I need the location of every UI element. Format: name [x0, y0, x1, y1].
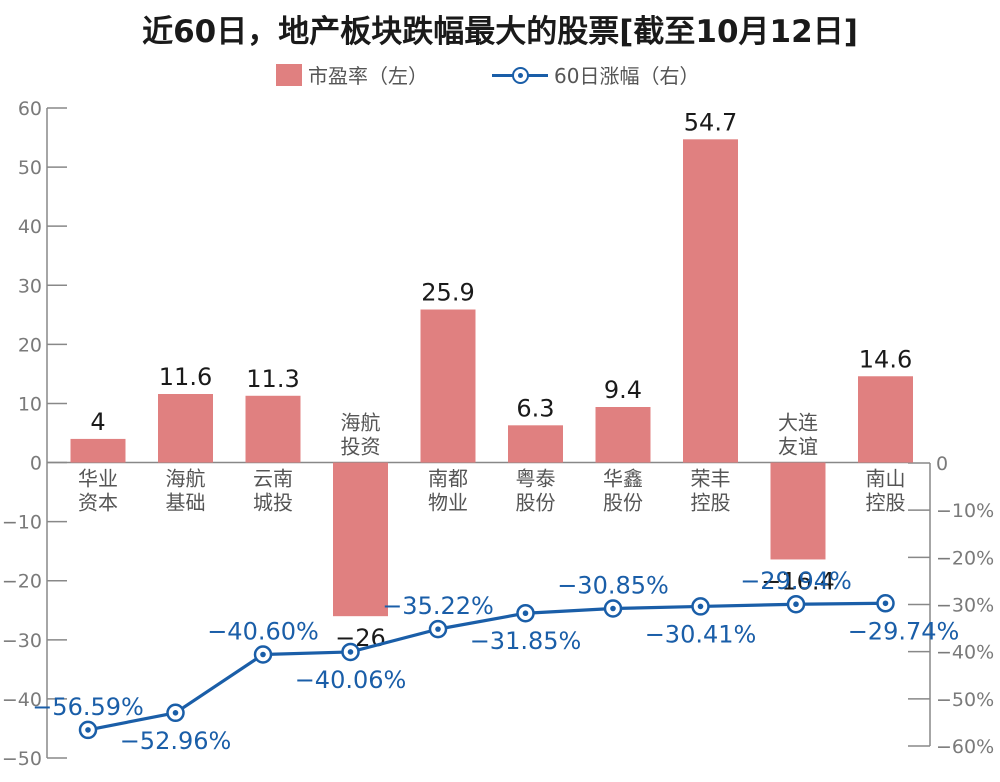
category-label: 城投 — [253, 491, 293, 515]
pe-bar — [420, 309, 476, 463]
category-label: 基础 — [166, 491, 206, 515]
left-axis-tick-label: 0 — [30, 453, 42, 475]
pe-value-label: 9.4 — [604, 376, 642, 404]
change-value-label: −31.85% — [470, 627, 582, 655]
pe-bar — [158, 394, 213, 463]
pe-value-label: 11.3 — [246, 365, 299, 393]
right-axis-tick-label: −60% — [936, 736, 994, 758]
pe-bar — [683, 139, 738, 463]
right-axis-tick-label: −40% — [936, 642, 994, 664]
legend-line-marker-icon — [492, 64, 548, 86]
category-label: 海航 — [166, 467, 206, 491]
category-label: 华鑫 — [603, 467, 643, 491]
category-label: 南都 — [428, 467, 468, 491]
left-axis-tick-label: 20 — [18, 334, 42, 356]
left-axis-tick-label: 40 — [18, 216, 42, 238]
change-value-label: −40.06% — [295, 666, 407, 694]
left-axis-tick-label: −50 — [2, 748, 42, 770]
change-value-label: −29.94% — [740, 567, 852, 595]
left-axis-tick-label: −20 — [2, 571, 42, 593]
legend-item-change: 60日涨幅（右） — [492, 60, 699, 89]
change-point-dot — [882, 600, 889, 607]
category-label: 友谊 — [778, 435, 818, 459]
pe-bar — [333, 462, 388, 617]
legend-label-pe: 市盈率（左） — [308, 64, 428, 88]
change-point-dot — [793, 601, 799, 608]
pe-value-label: −16.4 — [761, 567, 835, 595]
pe-value-label: 14.6 — [859, 345, 912, 373]
change-point-dot — [347, 649, 354, 655]
change-point-dot — [435, 626, 441, 632]
chart-title: 近60日，地产板块跌幅最大的股票[截至10月12日] — [142, 14, 858, 50]
pe-value-label: 6.3 — [516, 394, 554, 422]
pe-bar — [858, 376, 913, 463]
legend-bar-swatch — [276, 63, 302, 86]
left-axis-tick-label: −10 — [2, 512, 42, 534]
right-axis-tick-label: −10% — [936, 500, 994, 522]
legend: 市盈率（左） 60日涨幅（右） — [0, 60, 1000, 94]
right-axis-tick-label: −20% — [936, 547, 994, 569]
pe-value-label: 4 — [90, 408, 105, 436]
left-axis-tick-label: 30 — [18, 275, 42, 297]
right-axis-tick-label: −30% — [936, 595, 994, 617]
legend-item-pe: 市盈率（左） — [276, 60, 428, 89]
change-point-dot — [172, 709, 179, 716]
category-label: 控股 — [866, 491, 906, 515]
category-label: 股份 — [603, 491, 643, 515]
left-axis-tick-label: 60 — [18, 98, 42, 120]
category-label: 荣丰 — [691, 467, 731, 491]
change-value-label: −30.41% — [645, 620, 757, 648]
change-point-dot — [697, 603, 704, 610]
category-label: 投资 — [341, 435, 381, 459]
category-label: 云南 — [253, 467, 293, 491]
left-axis-tick-label: 50 — [18, 157, 42, 179]
change-line — [87, 601, 886, 732]
change-point-dot — [85, 727, 91, 733]
category-label: 股份 — [516, 491, 556, 515]
legend-label-change: 60日涨幅（右） — [554, 64, 700, 88]
category-label: 海航 — [341, 411, 381, 435]
change-value-label: −40.60% — [207, 617, 319, 645]
change-value-label: −35.22% — [382, 592, 494, 620]
pe-value-label: 25.9 — [421, 279, 474, 307]
pe-bar — [70, 438, 126, 463]
change-value-label: −30.85% — [557, 572, 669, 600]
category-label: 物业 — [428, 491, 468, 515]
pe-value-label: 11.6 — [159, 363, 212, 391]
left-axis-tick-label: 10 — [18, 393, 42, 415]
pe-value-label: 54.7 — [684, 108, 737, 136]
pe-bar — [770, 462, 826, 560]
category-label: 大连 — [778, 411, 818, 435]
category-label: 华业 — [78, 467, 118, 491]
change-point-dot — [610, 605, 616, 612]
change-value-label: −29.74% — [848, 617, 960, 645]
category-label: 粤泰 — [516, 467, 556, 491]
left-axis-tick-label: −40 — [2, 689, 42, 711]
change-value-label: −52.96% — [120, 727, 232, 755]
change-value-label: −56.59% — [32, 693, 144, 721]
category-label: 南山 — [866, 467, 906, 491]
right-axis-tick-label: −50% — [936, 689, 994, 711]
left-axis-tick-label: −30 — [2, 630, 42, 652]
category-label: 资本 — [78, 491, 118, 515]
pe-bar — [245, 395, 301, 463]
right-axis-tick-label: 0 — [936, 453, 948, 475]
pe-bar — [508, 425, 563, 463]
pe-bar — [595, 407, 651, 463]
change-point-dot — [522, 610, 529, 617]
change-point-dot — [260, 651, 266, 658]
category-label: 控股 — [691, 491, 731, 515]
